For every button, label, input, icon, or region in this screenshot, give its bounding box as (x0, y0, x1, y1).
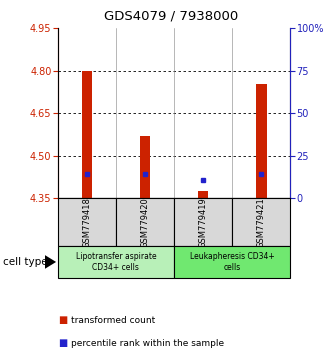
Text: GSM779418: GSM779418 (82, 197, 91, 247)
Text: Lipotransfer aspirate
CD34+ cells: Lipotransfer aspirate CD34+ cells (76, 252, 156, 272)
Bar (174, 198, 232, 246)
Polygon shape (45, 255, 56, 269)
Bar (198, 191, 208, 198)
Text: transformed count: transformed count (71, 316, 155, 325)
Bar (256, 84, 267, 198)
Bar (58, 246, 174, 278)
Text: GDS4079 / 7938000: GDS4079 / 7938000 (105, 10, 239, 22)
Bar (232, 198, 290, 246)
Bar (174, 246, 290, 278)
Text: ■: ■ (58, 315, 67, 325)
Text: ■: ■ (58, 338, 67, 348)
Bar (140, 136, 150, 198)
Text: GSM779420: GSM779420 (141, 197, 149, 247)
Text: percentile rank within the sample: percentile rank within the sample (71, 339, 224, 348)
Text: GSM779419: GSM779419 (199, 197, 208, 247)
Bar (58, 198, 116, 246)
Bar (82, 71, 92, 198)
Text: cell type: cell type (3, 257, 48, 267)
Bar (116, 198, 174, 246)
Text: Leukapheresis CD34+
cells: Leukapheresis CD34+ cells (190, 252, 275, 272)
Text: GSM779421: GSM779421 (257, 197, 266, 247)
